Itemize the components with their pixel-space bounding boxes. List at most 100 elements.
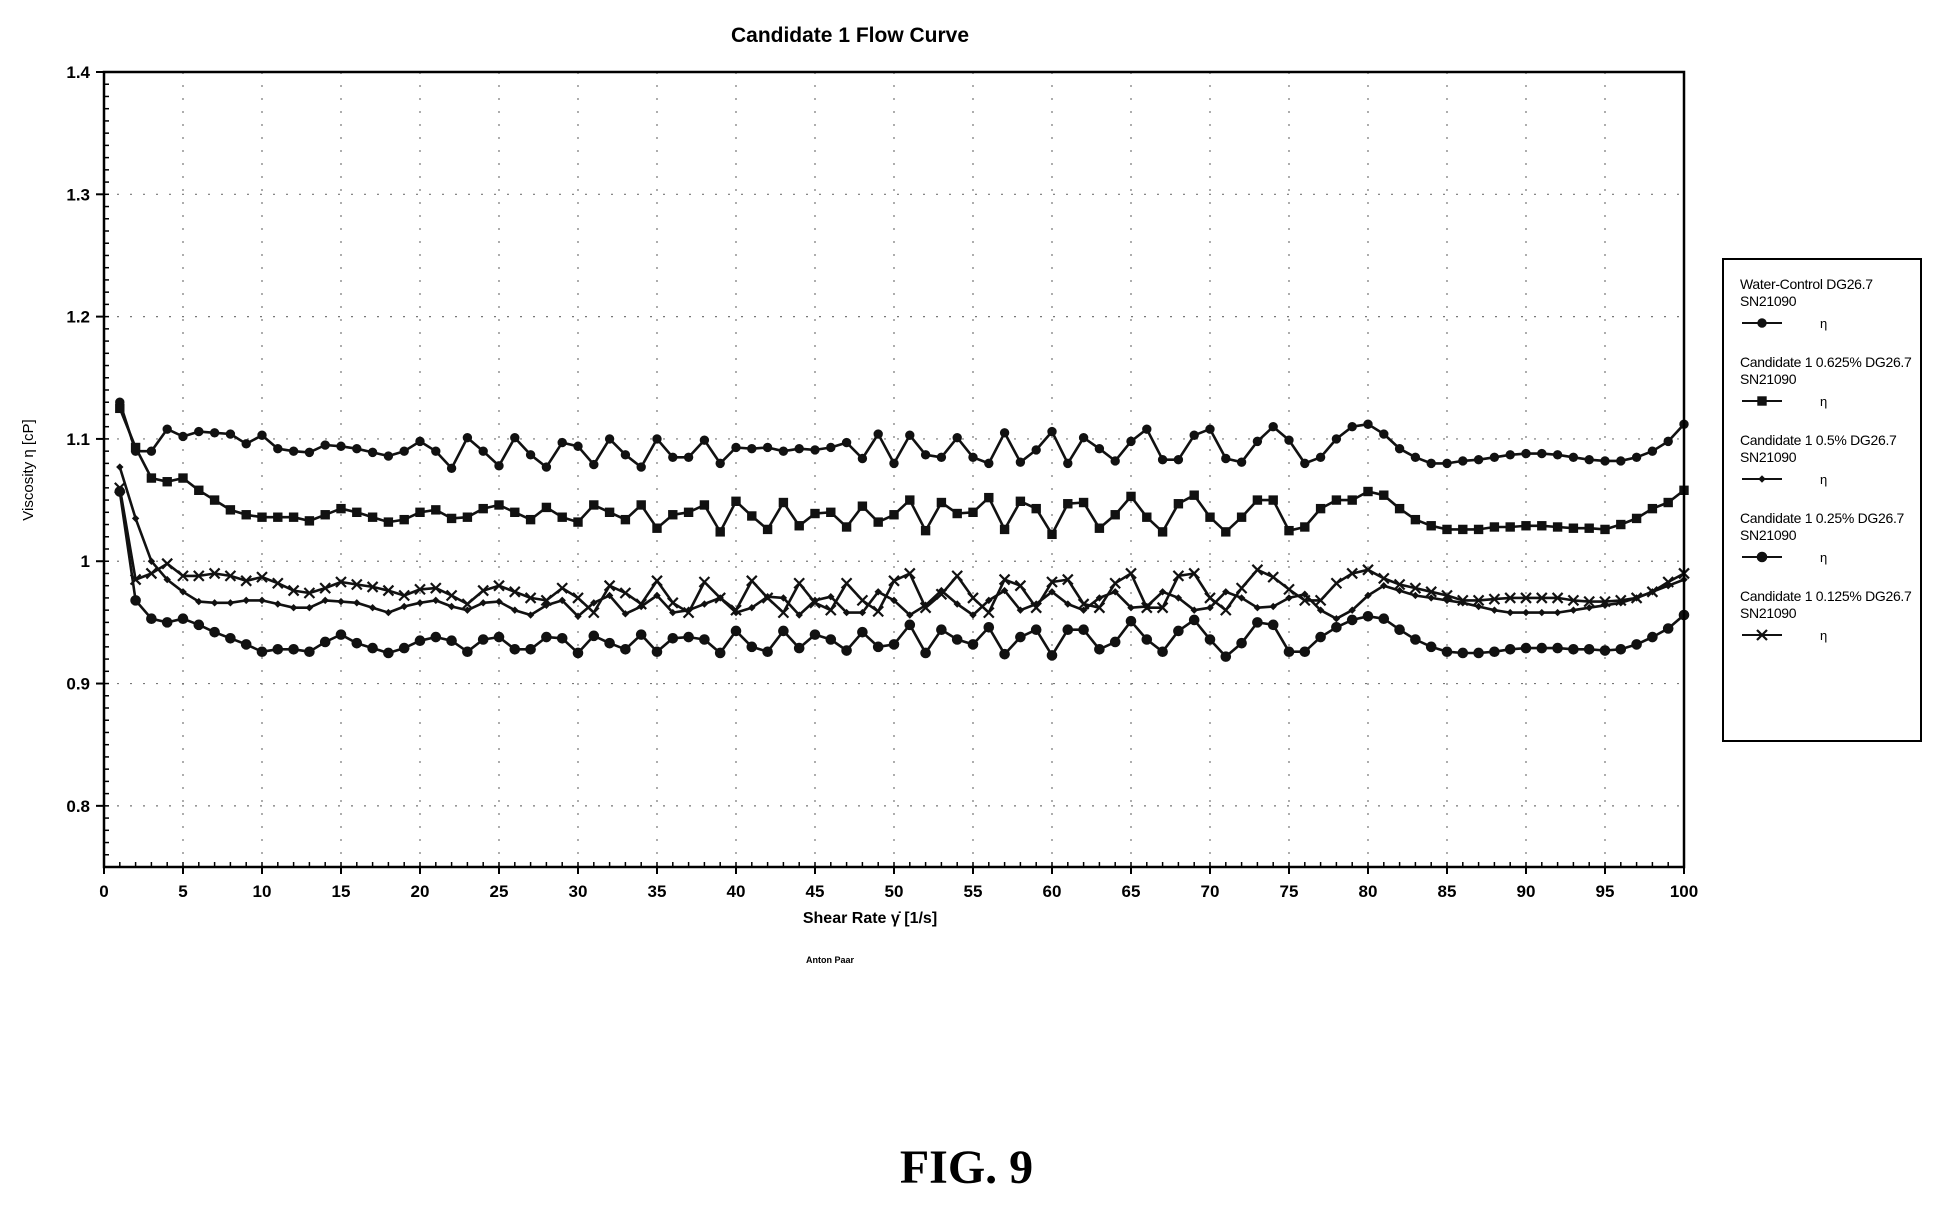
data-point [1489,452,1500,462]
data-point [1189,430,1199,440]
x-tick-label: 35 [648,882,667,901]
data-point [1141,634,1153,645]
data-point [1505,450,1515,460]
data-point [1046,576,1058,588]
data-point [1174,594,1183,602]
data-point [794,444,804,454]
x-tick-label: 100 [1670,882,1698,901]
series [115,403,1689,540]
data-point [494,500,504,510]
data-point [1237,594,1246,602]
data-point [1094,523,1105,533]
chart-title: Candidate 1 Flow Curve [731,24,969,47]
data-point [1662,623,1674,634]
data-point [810,508,820,519]
data-point [588,630,600,642]
data-point [1204,634,1216,645]
data-point [1000,586,1009,595]
data-point [541,462,552,472]
data-point [794,521,804,531]
data-point [652,434,662,444]
data-point [858,608,867,617]
x-tick-label: 45 [806,882,825,901]
data-point [621,610,630,618]
data-point [163,575,171,584]
data-point [287,584,300,597]
data-point [762,442,773,453]
data-point [1473,524,1484,535]
data-point [1157,455,1168,465]
figure-credit: Anton Paar [806,955,855,965]
data-point [590,599,598,607]
data-point [430,582,442,594]
data-point [194,426,204,437]
data-point [416,599,424,607]
data-point [683,452,694,462]
data-point [447,602,456,611]
x-tick-label: 20 [411,882,430,901]
data-point [857,453,868,464]
data-point [952,433,962,443]
data-point [226,599,235,607]
data-point [636,462,646,472]
data-point [1078,624,1089,636]
data-point [257,512,267,522]
data-point [130,595,141,606]
data-point [431,505,441,515]
data-point [1630,592,1643,604]
data-point [778,497,789,508]
data-point [888,575,900,587]
data-point [1300,522,1310,532]
legend-line-icon [1742,318,1782,328]
data-point [1301,590,1309,598]
data-point [1458,456,1468,466]
legend-sample: η [1740,310,1912,336]
data-point [1220,604,1232,616]
data-point [399,514,409,525]
y-tick-label: 1.3 [66,185,90,204]
data-point [1268,495,1278,505]
data-point [525,450,536,460]
data-point [604,434,615,444]
data-point [698,576,711,588]
data-point [935,588,948,601]
data-point [336,441,346,451]
data-point [352,444,362,454]
data-point [841,522,852,532]
data-point [1110,510,1120,520]
data-point [936,497,947,508]
data-point [841,645,852,656]
x-tick-label: 60 [1043,882,1062,901]
data-point [747,511,757,521]
data-point [478,503,488,514]
grid-lines [104,72,1684,867]
data-point [747,444,757,454]
x-tick-label: 15 [332,882,351,901]
data-point [414,583,426,596]
data-point [1567,594,1580,607]
data-point [224,570,237,582]
data-point [509,643,521,655]
data-point [240,575,252,587]
data-point [667,597,679,609]
data-point [1394,444,1405,454]
data-point [1425,586,1437,598]
data-point [162,477,172,487]
data-point [319,636,331,648]
x-tick-label: 90 [1517,882,1536,901]
data-point [1331,434,1342,444]
data-point [241,439,251,449]
data-point [1568,452,1579,462]
data-point [1205,424,1215,434]
data-point [874,588,882,596]
data-point [1647,503,1658,514]
data-point [682,606,695,619]
data-point [1488,593,1501,605]
data-point [114,482,126,494]
data-point [1236,457,1247,467]
data-point [351,637,363,649]
data-point [525,514,536,525]
data-point [1079,606,1088,614]
data-point [636,500,646,510]
